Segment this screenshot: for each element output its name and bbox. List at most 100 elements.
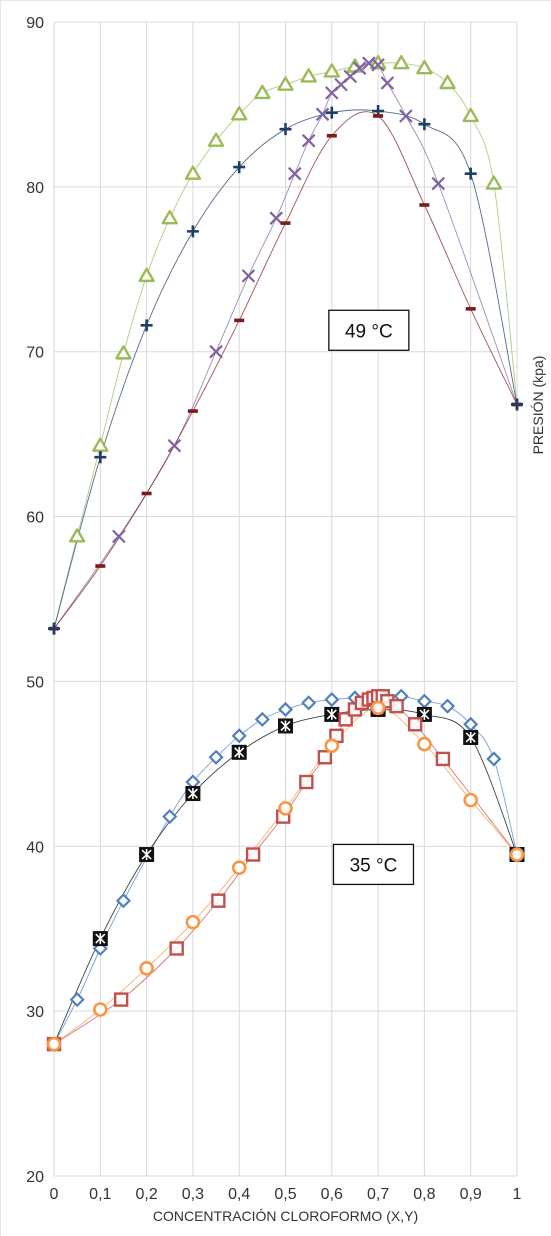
annotations: 49 °C 35 °C <box>328 309 415 886</box>
asterisk-glyph <box>465 731 476 743</box>
plus-marker <box>140 319 153 332</box>
triangle-marker <box>115 345 132 360</box>
triangle-marker <box>92 437 109 452</box>
diamond-marker <box>486 751 502 767</box>
x-tick-label: 0,8 <box>413 1186 435 1203</box>
y-tick-label: 50 <box>26 674 44 691</box>
square-marker <box>299 774 314 790</box>
asterisk-glyph <box>326 708 337 720</box>
diamond-marker <box>324 692 340 708</box>
triangle-marker <box>68 528 86 543</box>
cross-marker <box>301 133 316 148</box>
dash-marker <box>280 221 291 225</box>
triangle-marker <box>485 175 503 190</box>
cross-marker <box>269 211 284 225</box>
x-tick-label: 1 <box>513 1186 522 1203</box>
triangle-marker <box>184 165 202 180</box>
triangle-marker <box>277 76 294 91</box>
x-tick-label: 0,5 <box>274 1186 296 1203</box>
y-tick-label: 20 <box>26 1169 44 1186</box>
triangle-marker <box>416 59 433 75</box>
dash-marker <box>419 203 430 207</box>
plus-marker <box>418 118 431 131</box>
plus-marker <box>186 225 199 238</box>
x-tick-label: 0,9 <box>460 1186 482 1203</box>
diamond-marker <box>162 809 178 825</box>
cross-marker <box>287 166 302 181</box>
triangle-marker <box>323 63 340 78</box>
dash-marker <box>234 318 245 323</box>
y-tick-label: 70 <box>26 345 44 362</box>
annotation-label: 35 °C <box>350 855 398 876</box>
diamond-marker <box>277 701 294 718</box>
y-axis-title: PRESIÓN (kpa) <box>530 356 546 455</box>
triangle-marker <box>231 106 248 121</box>
plus-marker <box>48 622 60 635</box>
diamond-marker <box>115 893 132 909</box>
triangle-marker <box>161 209 178 225</box>
triangle-marker <box>300 68 317 83</box>
diamond-marker <box>231 728 247 744</box>
diamond-marker <box>416 693 432 709</box>
square-marker <box>211 893 226 908</box>
dash-marker <box>187 409 198 413</box>
circle-marker <box>509 847 525 862</box>
x-tick-label: 0,7 <box>367 1186 389 1203</box>
annotation-box <box>328 309 410 351</box>
cross-marker <box>112 529 126 544</box>
plus-marker <box>325 106 338 119</box>
diamond-marker <box>254 711 270 727</box>
plus-marker <box>279 123 292 136</box>
asterisk-glyph <box>280 720 291 732</box>
asterisk-glyph <box>187 788 198 800</box>
circle-marker <box>463 792 479 808</box>
square-marker <box>407 717 423 732</box>
plus-marker <box>464 167 477 180</box>
dash-marker <box>141 491 152 496</box>
circle-marker <box>324 738 340 754</box>
circle-marker <box>185 914 201 930</box>
dash-marker <box>465 307 476 311</box>
asterisk-glyph <box>234 746 245 758</box>
cross-marker <box>371 58 385 72</box>
series-line <box>53 109 518 629</box>
circle-marker <box>46 1036 62 1052</box>
x-axis-title: CONCENTRACIÓN CLOROFORMO (X,Y) <box>153 1208 418 1224</box>
circle-marker <box>93 1002 108 1017</box>
triangle-marker <box>439 74 456 90</box>
square-marker <box>389 698 404 714</box>
annotation-label: 49 °C <box>345 321 393 342</box>
cross-marker <box>352 61 367 75</box>
plus-marker <box>233 161 246 174</box>
series-markers <box>46 55 525 1052</box>
x-tick-label: 0 <box>50 1186 59 1203</box>
square-marker <box>169 941 184 956</box>
y-tick-label: 80 <box>26 180 44 197</box>
tick-labels: 20 30 40 50 60 70 80 90 0 0,1 0,2 0,3 0,4 0,5 0,6 0,7 0,… <box>26 15 521 1203</box>
dash-marker <box>373 114 384 118</box>
y-tick-label: 30 <box>26 1004 44 1021</box>
x-tick-label: 0,3 <box>182 1186 204 1203</box>
circle-marker <box>139 960 154 976</box>
square-marker <box>245 847 261 862</box>
x-tick-label: 0,2 <box>135 1186 157 1203</box>
cross-marker <box>167 438 182 453</box>
square-marker <box>435 751 451 767</box>
asterisk-glyph <box>95 933 106 945</box>
square-marker <box>113 992 129 1007</box>
cross-marker <box>431 176 446 191</box>
x-tick-label: 0,4 <box>228 1186 250 1203</box>
dash-marker <box>95 564 106 568</box>
dash-marker <box>326 133 337 138</box>
triangle-marker <box>138 267 155 283</box>
x-tick-label: 0,6 <box>321 1186 343 1203</box>
triangle-marker <box>393 55 410 70</box>
circle-marker <box>370 700 386 716</box>
triangle-marker <box>254 84 271 100</box>
triangle-marker <box>207 132 225 147</box>
diamond-marker <box>208 749 224 765</box>
diamond-marker <box>439 698 456 714</box>
cross-marker <box>241 269 256 283</box>
